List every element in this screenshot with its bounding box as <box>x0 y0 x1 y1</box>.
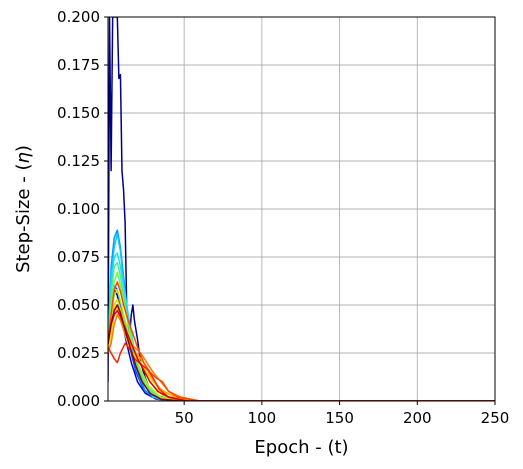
y-tick-label: 0.150 <box>57 104 100 122</box>
y-axis-label-symbol: η <box>13 152 34 163</box>
x-tick-label: 50 <box>175 409 194 427</box>
series-line-8 <box>108 271 495 401</box>
series-lines <box>108 17 495 401</box>
series-line-13 <box>108 313 495 401</box>
x-tick-label: 150 <box>325 409 354 427</box>
series-line-10 <box>108 298 495 401</box>
series-line-4 <box>108 229 495 401</box>
series-line-5 <box>108 233 495 401</box>
series-line-14 <box>108 281 495 401</box>
series-line-17 <box>108 304 495 401</box>
y-tick-label: 0.125 <box>57 152 100 170</box>
y-axis-label-prefix: Step-Size - ( <box>13 164 34 273</box>
y-tick-label: 0.175 <box>57 56 100 74</box>
series-line-15 <box>108 342 495 401</box>
y-tick-label: 0.200 <box>57 8 100 26</box>
series-line-3 <box>108 285 495 401</box>
series-line-6 <box>108 252 495 401</box>
y-tick-label: 0.025 <box>57 344 100 362</box>
y-tick-label: 0.075 <box>57 248 100 266</box>
series-line-16 <box>108 310 495 401</box>
x-tick-label: 100 <box>248 409 277 427</box>
x-tick-label: 200 <box>403 409 432 427</box>
grid <box>108 16 496 402</box>
x-axis-ticks: 50 100 150 200 250 <box>175 401 510 427</box>
series-line-9 <box>108 288 495 401</box>
y-tick-label: 0.000 <box>57 392 100 410</box>
x-axis-label: Epoch - (t) <box>254 437 348 458</box>
series-line-2 <box>108 288 495 401</box>
y-tick-label: 0.050 <box>57 296 100 314</box>
y-axis-label-suffix: ) <box>13 145 34 152</box>
y-axis-ticks: 0.000 0.025 0.050 0.075 0.100 0.125 0.150 0.175… <box>57 8 108 410</box>
series-line-7 <box>108 262 495 401</box>
y-axis-label: Step-Size - (η) <box>13 145 34 273</box>
y-tick-label: 0.100 <box>57 200 100 218</box>
x-tick-label: 250 <box>481 409 510 427</box>
